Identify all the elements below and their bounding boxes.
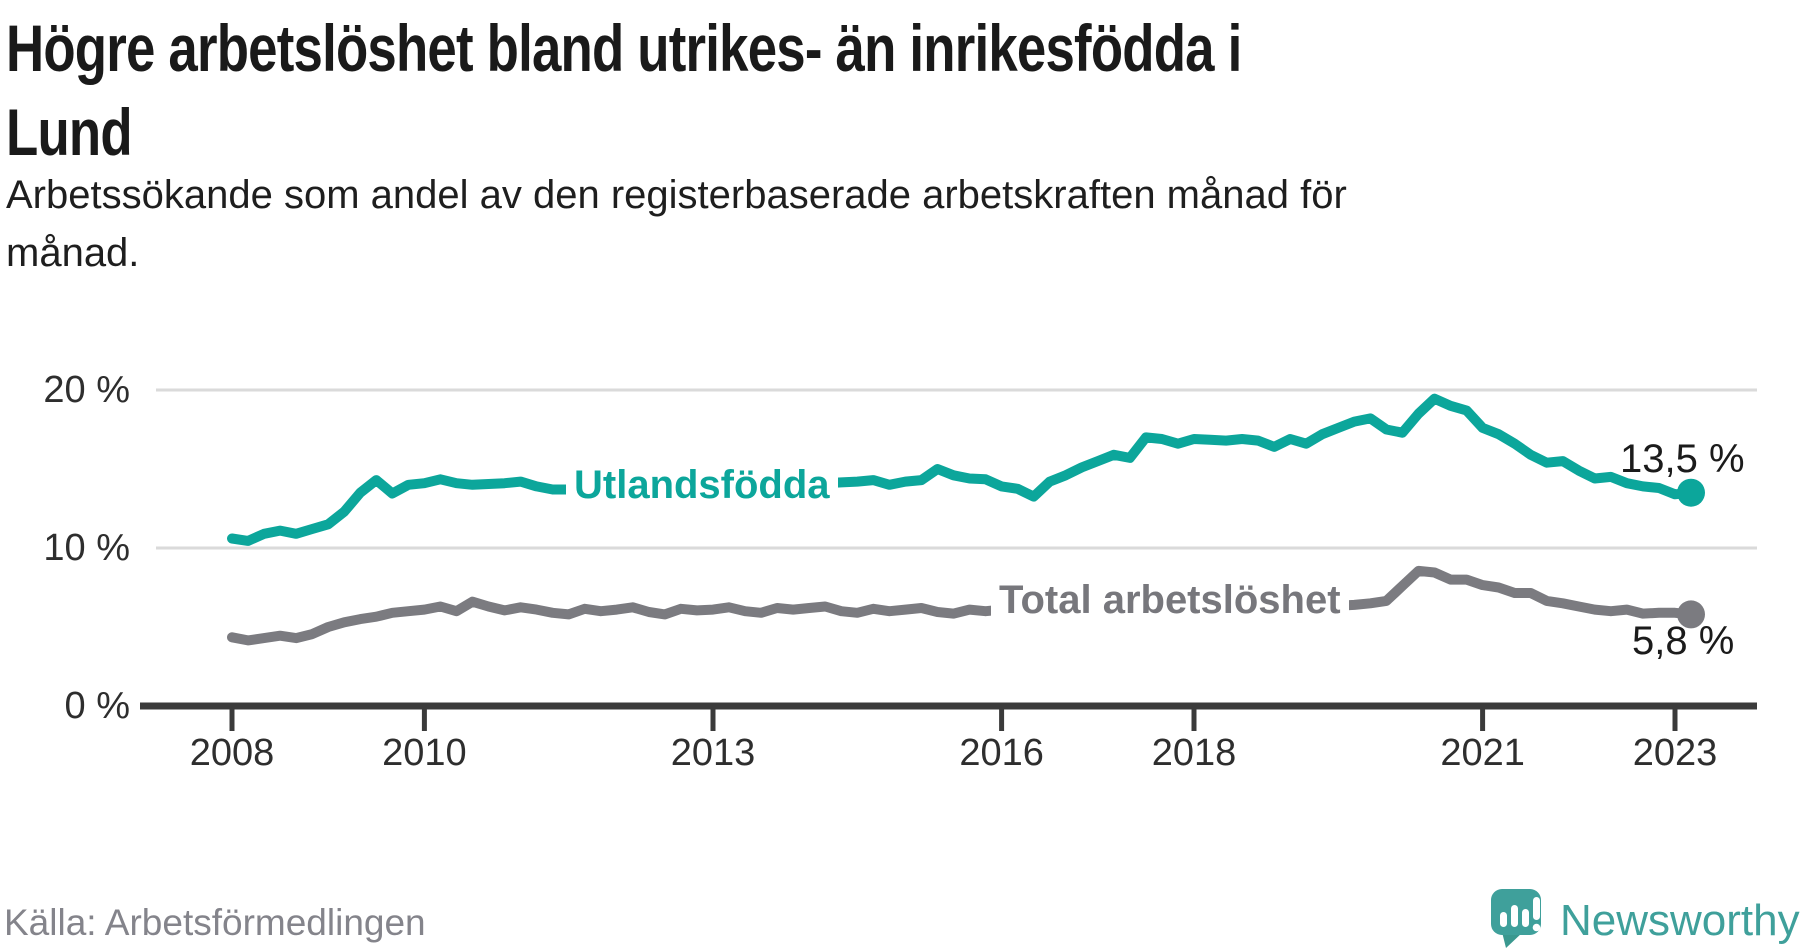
source-note: Källa: Arbetsförmedlingen [4, 902, 426, 943]
y-tick-label-0: 0 % [64, 685, 130, 727]
logo-bar-1 [1500, 912, 1507, 927]
x-tick-label-2021: 2021 [1440, 732, 1525, 774]
series-end-dot-total-arbetsl-shet [1677, 600, 1705, 629]
y-tick-label-10: 10 % [43, 527, 130, 569]
x-tick-label-2016: 2016 [959, 732, 1044, 774]
chart-title-line-2: Lund [6, 95, 133, 170]
end-value-label-total-arbetsloshet: 5,8 % [1632, 619, 1735, 663]
newsworthy-logo[interactable]: Newsworthy [1486, 882, 1800, 948]
chart-title-line-1: Högre arbetslöshet bland utrikes- än inr… [6, 11, 1242, 85]
x-tick-label-2013: 2013 [670, 732, 756, 774]
chart-title: Högre arbetslöshet bland utrikes- än inr… [6, 6, 1242, 175]
logo-exclamation-dot [1532, 923, 1541, 932]
x-tick-label-2018: 2018 [1151, 732, 1237, 774]
logo-exclamation-bar [1533, 897, 1540, 920]
logo-bar-3 [1522, 909, 1529, 927]
series-line-utlandsf-dda [227, 393, 1696, 546]
x-tick-label-2010: 2010 [382, 732, 467, 774]
chart-subtitle-line-2: månad. [6, 231, 140, 275]
x-tick-label-2008: 2008 [189, 732, 275, 774]
newsworthy-wordmark: Newsworthy [1560, 896, 1800, 945]
series-line-total-arbetsl-shet [227, 565, 1696, 646]
x-tick-label-2023: 2023 [1632, 732, 1718, 774]
chart-subtitle-line-1: Arbetssökande som andel av den registerb… [6, 173, 1347, 217]
newsworthy-logo-icon [1491, 889, 1541, 948]
series-label-utlandsfodda: Utlandsfödda [566, 459, 838, 511]
logo-bubble-tail [1502, 932, 1523, 948]
logo-bar-2 [1511, 905, 1518, 927]
y-tick-label-20: 20 % [43, 369, 130, 411]
end-value-label-utlandsfodda: 13,5 % [1620, 437, 1745, 481]
chart-subtitle: Arbetssökande som andel av den registerb… [6, 166, 1347, 282]
series-end-dot-utlandsf-dda [1677, 478, 1705, 507]
series-label-total-arbetsloshet: Total arbetslöshet [991, 574, 1349, 626]
